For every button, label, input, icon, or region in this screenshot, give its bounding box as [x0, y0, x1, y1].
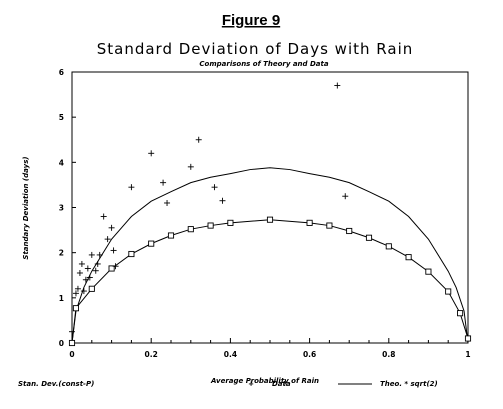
- x-axis-label: Average Probability of Rain: [210, 377, 319, 385]
- data-point: [92, 267, 99, 274]
- square-marker: [167, 232, 175, 239]
- y-tick-label: 3: [59, 204, 64, 213]
- data-point: [187, 163, 194, 170]
- x-tick-label: 0.8: [382, 350, 395, 359]
- square-marker: [365, 234, 373, 241]
- square-marker: [326, 222, 333, 229]
- x-tick-label: 0.4: [224, 350, 237, 359]
- y-tick-label: 6: [59, 68, 64, 77]
- data-point: [334, 82, 341, 89]
- y-tick-label: 2: [59, 249, 64, 258]
- data-point: [88, 251, 95, 258]
- data-point: [195, 136, 202, 143]
- series-line-const-p: [71, 219, 469, 344]
- data-point: [82, 276, 89, 283]
- figure-label: Figure 9: [222, 12, 280, 29]
- square-marker: [306, 219, 313, 226]
- x-tick-label: 0: [69, 350, 74, 359]
- data-point: [104, 236, 111, 243]
- x-tick-label: 1: [465, 350, 470, 359]
- square-marker: [72, 305, 80, 312]
- data-point: [94, 260, 101, 267]
- plot-area: [68, 82, 472, 347]
- y-axis: 0 1 2 3 4 5 6: [59, 68, 76, 348]
- chart-title: Standard Deviation of Days with Rain: [97, 40, 414, 58]
- data-point: [74, 285, 81, 292]
- square-marker: [425, 268, 432, 275]
- square-marker: [266, 216, 274, 223]
- square-marker: [207, 222, 214, 229]
- square-marker: [346, 227, 353, 235]
- y-axis-label: Standary Deviation (days): [22, 156, 30, 259]
- data-point: [219, 197, 226, 204]
- square-marker: [385, 243, 392, 250]
- data-point: [72, 290, 79, 297]
- data-point: [164, 199, 171, 206]
- square-marker: [148, 240, 155, 247]
- data-point: [100, 213, 107, 220]
- x-tick-label: 0.2: [145, 350, 158, 359]
- data-point: [69, 328, 75, 335]
- data-point: [112, 263, 119, 270]
- data-point: [342, 193, 349, 200]
- legend-label-theory: Theo. * sqrt(2): [380, 380, 438, 388]
- data-point: [128, 184, 135, 191]
- series-line-theory: [71, 167, 469, 344]
- square-marker: [108, 265, 115, 272]
- data-point: [78, 260, 85, 267]
- data-point: [108, 224, 115, 231]
- data-point: [160, 179, 167, 186]
- data-point: [84, 265, 91, 272]
- plot-frame: [71, 71, 469, 344]
- square-marker: [68, 339, 76, 347]
- chart-subtitle: Comparisons of Theory and Data: [199, 60, 328, 68]
- legend-symbol-data: +: [248, 380, 254, 388]
- data-point: [148, 150, 155, 157]
- square-marker: [457, 310, 464, 317]
- square-marker: [128, 250, 135, 258]
- square-marker: [464, 335, 472, 342]
- square-marker: [405, 254, 412, 261]
- y-tick-label: 4: [59, 158, 64, 167]
- data-point: [96, 251, 103, 258]
- legend-label-stan-dev: Stan. Dev.(const-P): [18, 380, 94, 388]
- data-point: [211, 184, 218, 191]
- square-marker: [445, 288, 452, 295]
- x-tick-label: 0.6: [303, 350, 316, 359]
- data-point: [76, 269, 83, 276]
- square-marker: [227, 219, 234, 226]
- x-axis: 0 0.2 0.4 0.6 0.8 1: [69, 338, 471, 359]
- y-tick-label: 0: [59, 339, 64, 348]
- legend: Stan. Dev.(const-P) + Data Theo. * sqrt(…: [18, 380, 438, 388]
- y-tick-label: 5: [59, 113, 64, 122]
- legend-label-data: Data: [272, 380, 291, 388]
- y-tick-label: 1: [59, 294, 64, 303]
- data-point: [80, 288, 87, 295]
- data-point: [110, 247, 117, 254]
- data-point: [86, 274, 93, 281]
- square-marker: [187, 226, 194, 233]
- square-marker: [88, 285, 95, 292]
